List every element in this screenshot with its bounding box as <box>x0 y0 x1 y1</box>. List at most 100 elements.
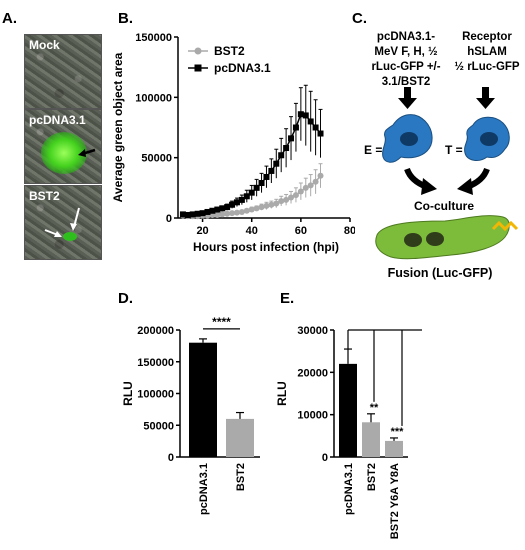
legend-label: pcDNA3.1 <box>214 61 271 75</box>
y-axis-label: Average green object area <box>111 52 125 202</box>
legend-label: BST2 <box>214 44 245 58</box>
data-point <box>258 204 265 211</box>
category-label: pcDNA3.1 <box>343 463 355 515</box>
data-point <box>238 208 245 215</box>
data-point <box>283 145 290 152</box>
data-point <box>184 211 191 218</box>
bar <box>339 363 357 457</box>
data-point <box>288 135 295 142</box>
panel-d-label: D. <box>118 290 133 307</box>
significance-label: **** <box>212 315 231 329</box>
micrograph-bst2: BST2 <box>24 185 102 260</box>
data-point <box>307 182 314 189</box>
panel-a-label: A. <box>2 10 17 27</box>
y-tick-label: 0 <box>322 452 328 464</box>
significance-label: *** <box>391 426 405 438</box>
data-point <box>278 198 285 205</box>
data-point <box>302 112 309 119</box>
data-point <box>199 210 206 217</box>
data-point <box>307 118 314 125</box>
green-fluorescence-blob <box>41 132 87 174</box>
y-tick-label: 20000 <box>297 367 328 379</box>
schematic-c <box>375 87 519 260</box>
data-point <box>189 211 196 218</box>
data-point <box>229 201 236 208</box>
data-point <box>233 199 240 206</box>
y-tick-label: 150000 <box>137 357 174 369</box>
micrograph-mock-label: Mock <box>29 38 60 52</box>
y-tick-label: 50000 <box>141 153 172 165</box>
category-label: BST2 <box>366 463 378 491</box>
y-axis-label: RLU <box>121 381 135 406</box>
data-point <box>317 130 324 137</box>
data-point <box>248 189 255 196</box>
x-tick-label: 20 <box>196 225 208 237</box>
e-label: E = <box>364 143 383 157</box>
effector-description: pcDNA3.1- MeV F, H, ½ rLuc-GFP +/- 3.1/B… <box>360 30 452 90</box>
y-tick-label: 50000 <box>143 420 174 432</box>
data-point <box>194 210 201 217</box>
bar <box>385 440 403 457</box>
y-tick-label: 0 <box>166 213 172 225</box>
y-tick-label: 100000 <box>135 92 172 104</box>
data-point <box>297 111 304 118</box>
bar <box>362 422 380 457</box>
chart-e: 0 10000 20000 30000 RLU pcDNA3.1 BST2 BST2 Y6A … <box>275 325 422 539</box>
category-label: BST2 Y6A Y8A <box>389 463 401 539</box>
data-point <box>219 205 226 212</box>
target-line: ½ rLuc-GFP <box>454 61 520 73</box>
data-point <box>253 184 260 191</box>
data-point <box>229 210 236 217</box>
x-axis-label: Hours post infection (hpi) <box>193 240 339 254</box>
data-point <box>312 178 319 185</box>
micrograph-pcdna: pcDNA3.1 <box>24 109 102 184</box>
data-point <box>288 194 295 201</box>
panel-b-label: B. <box>118 10 133 27</box>
luminescence-wave-icon <box>491 220 519 232</box>
y-tick-label: 100000 <box>137 389 174 401</box>
small-green-spot <box>63 232 77 241</box>
data-point <box>302 184 309 191</box>
panel-e-label: E. <box>280 290 295 307</box>
y-tick-label: 10000 <box>297 410 328 422</box>
panel-c-label: C. <box>352 10 367 27</box>
effector-line: rLuc-GFP +/- <box>371 61 441 73</box>
curved-arrow-icon <box>404 167 437 195</box>
micrograph-mock: Mock <box>24 34 102 109</box>
data-point <box>204 208 211 215</box>
y-tick-label: 200000 <box>137 325 174 337</box>
effector-line: MeV F, H, ½ <box>374 46 438 58</box>
data-point <box>238 196 245 203</box>
micrograph-pcdna-label: pcDNA3.1 <box>29 113 86 127</box>
bar <box>189 342 217 457</box>
data-point <box>214 211 221 218</box>
data-point <box>317 172 324 179</box>
data-point <box>258 180 265 187</box>
coculture-label: Co-culture <box>414 199 474 213</box>
data-point <box>209 207 216 214</box>
data-point <box>268 167 275 174</box>
data-point <box>233 209 240 216</box>
target-line: Receptor <box>462 31 512 43</box>
category-label: pcDNA3.1 <box>198 463 210 515</box>
x-tick-label: 80 <box>344 225 355 237</box>
data-point <box>219 211 226 218</box>
significance-label: ** <box>370 402 379 414</box>
arrows-icon <box>44 207 80 237</box>
data-point <box>297 188 304 195</box>
down-arrow-icon <box>476 87 495 109</box>
target-line: hSLAM <box>467 46 507 58</box>
data-point <box>179 211 186 218</box>
fusion-label: Fusion (Luc-GFP) <box>387 266 493 280</box>
y-axis-label: RLU <box>275 381 289 406</box>
data-point <box>273 160 280 167</box>
effector-line: pcDNA3.1- <box>376 31 436 43</box>
x-tick-label: 40 <box>246 225 258 237</box>
down-arrow-icon <box>398 87 417 109</box>
data-point <box>248 206 255 213</box>
t-label: T = <box>445 143 463 157</box>
data-point <box>224 204 231 211</box>
y-tick-label: 0 <box>168 452 174 464</box>
data-point <box>224 210 231 217</box>
category-label: BST2 <box>235 463 247 491</box>
